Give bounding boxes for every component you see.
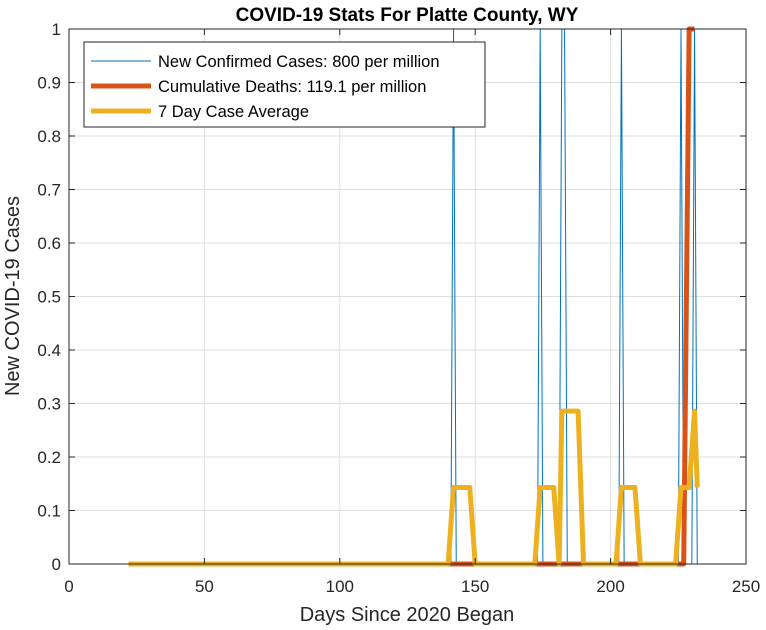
x-tick-label: 0 [64,577,73,596]
y-tick-label: 0.7 [37,181,61,200]
y-axis-ticks: 0 0.1 0.2 0.3 0.4 0.5 0.6 0.7 0.8 0.9 1 [37,20,746,574]
y-tick-label: 0.9 [37,74,61,93]
x-axis-label: Days Since 2020 Began [300,604,515,626]
x-axis-ticks: 0 50 100 150 200 250 [64,29,760,596]
legend: New Confirmed Cases: 800 per million Cum… [83,41,486,128]
legend-label-new-cases: New Confirmed Cases: 800 per million [158,53,440,71]
x-tick-label: 150 [461,577,489,596]
x-tick-label: 200 [596,577,624,596]
y-tick-label: 0.1 [37,502,61,521]
x-tick-label: 50 [195,577,214,596]
x-tick-label: 100 [326,577,354,596]
y-tick-label: 0.2 [37,448,61,467]
y-tick-label: 1 [52,20,61,39]
legend-label-cumulative-deaths: Cumulative Deaths: 119.1 per million [158,78,426,96]
series-line-7-day-average [128,408,700,567]
y-tick-label: 0 [52,555,61,574]
x-tick-label: 250 [732,577,760,596]
chart-title: COVID-19 Stats For Platte County, WY [236,5,579,26]
y-tick-label: 0.8 [37,127,61,146]
y-tick-label: 0.6 [37,234,61,253]
legend-label-7-day-average: 7 Day Case Average [158,103,309,121]
y-tick-label: 0.3 [37,395,61,414]
y-tick-label: 0.4 [37,341,61,360]
y-axis-label: New COVID-19 Cases [2,196,24,396]
y-tick-label: 0.5 [37,288,61,307]
